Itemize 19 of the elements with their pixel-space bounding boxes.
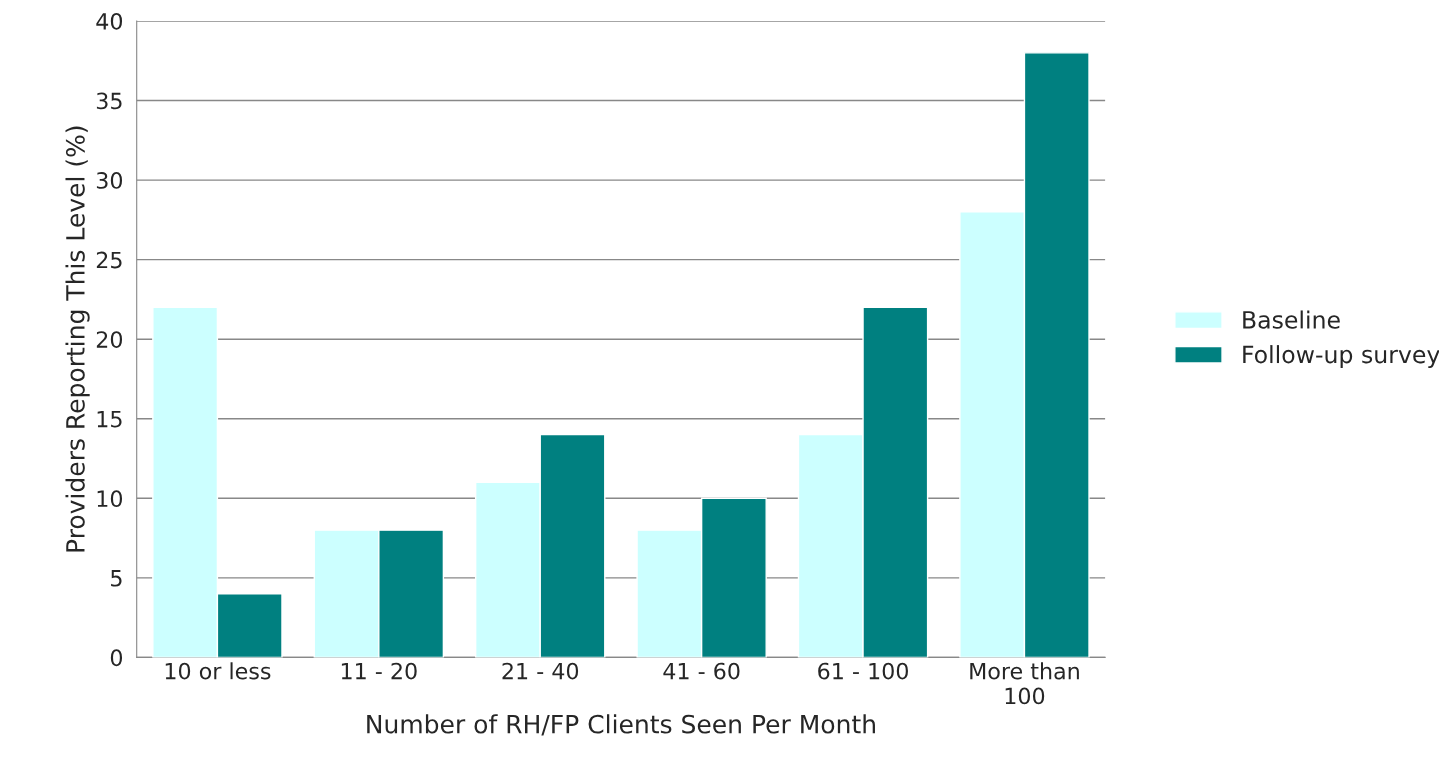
y-tick-label: 15 (97, 411, 122, 428)
x-axis-title: Number of RH/FP Clients Seen Per Month (367, 714, 875, 736)
x-tick-label: 21 - 40 (502, 662, 579, 680)
x-tick-label: More than 100 (970, 662, 1079, 705)
x-tick-label: 10 or less (165, 662, 271, 680)
x-tick-label: 61 - 100 (818, 662, 908, 680)
y-axis-title: Providers Reporting This Level (%) (65, 126, 90, 552)
x-tick-label: 41 - 60 (663, 662, 740, 680)
y-tick-label: 30 (96, 172, 123, 189)
y-tick-label: 40 (96, 12, 123, 30)
y-tick-label: 25 (96, 251, 122, 269)
y-tick-label: 0 (110, 649, 123, 667)
y-tick-label: 20 (96, 331, 123, 348)
legend-label: Baseline (1243, 310, 1340, 329)
y-tick-label: 5 (111, 570, 122, 587)
legend-label: Follow-up survey (1243, 345, 1439, 368)
y-tick-label: 35 (96, 92, 122, 110)
y-tick-label: 10 (97, 490, 123, 508)
x-tick-label: 11 - 20 (341, 662, 417, 680)
